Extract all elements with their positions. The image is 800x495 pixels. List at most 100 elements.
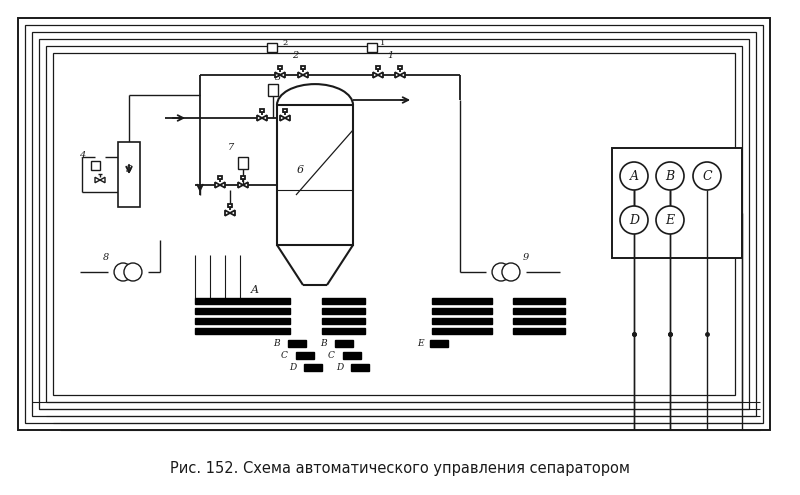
Text: D: D xyxy=(629,213,639,227)
Bar xyxy=(228,203,232,207)
Text: 1: 1 xyxy=(387,50,393,59)
Bar xyxy=(195,308,290,314)
Bar xyxy=(513,308,565,314)
Polygon shape xyxy=(373,72,378,78)
Text: C: C xyxy=(702,169,712,183)
Polygon shape xyxy=(378,72,383,78)
Polygon shape xyxy=(395,72,400,78)
Text: 4: 4 xyxy=(79,150,85,159)
Bar xyxy=(32,32,756,416)
Circle shape xyxy=(620,162,648,190)
Bar xyxy=(322,318,365,324)
Polygon shape xyxy=(238,182,243,188)
Bar xyxy=(304,364,322,371)
Polygon shape xyxy=(220,182,225,188)
Bar xyxy=(39,39,749,409)
Bar xyxy=(282,108,287,112)
Bar xyxy=(322,298,365,304)
Bar xyxy=(46,46,742,402)
Text: 7: 7 xyxy=(228,144,234,152)
Text: B: B xyxy=(320,339,327,347)
Bar xyxy=(367,43,377,51)
Bar xyxy=(351,364,369,371)
Bar xyxy=(513,318,565,324)
Bar xyxy=(18,18,770,430)
Text: Рис. 152. Схема автоматического управления сепаратором: Рис. 152. Схема автоматического управлен… xyxy=(170,460,630,476)
Text: C: C xyxy=(328,350,335,359)
Polygon shape xyxy=(303,72,308,78)
Text: 2: 2 xyxy=(282,39,288,47)
Bar xyxy=(218,176,222,179)
Bar xyxy=(376,65,380,69)
Polygon shape xyxy=(400,72,405,78)
Text: D: D xyxy=(289,362,296,372)
Text: C: C xyxy=(281,350,288,359)
Text: B: B xyxy=(666,169,674,183)
Text: 2: 2 xyxy=(292,50,298,59)
Text: 1: 1 xyxy=(380,39,386,47)
Bar xyxy=(238,157,248,169)
Polygon shape xyxy=(262,115,267,121)
Circle shape xyxy=(114,263,132,281)
Bar xyxy=(268,84,278,96)
Text: 3: 3 xyxy=(275,73,281,83)
Bar xyxy=(398,65,402,69)
Bar xyxy=(241,176,246,179)
Bar xyxy=(513,298,565,304)
Text: 6: 6 xyxy=(297,165,303,175)
Text: 9: 9 xyxy=(523,252,529,261)
Bar xyxy=(53,53,735,395)
Polygon shape xyxy=(230,210,235,216)
Bar xyxy=(260,108,264,112)
Bar xyxy=(195,328,290,334)
Bar xyxy=(612,148,742,258)
Bar xyxy=(267,43,277,51)
Bar xyxy=(277,105,353,245)
Text: A: A xyxy=(251,285,259,295)
Bar xyxy=(296,352,314,359)
Polygon shape xyxy=(280,72,285,78)
Bar xyxy=(432,298,492,304)
Polygon shape xyxy=(100,177,105,183)
Bar xyxy=(335,340,353,347)
Bar xyxy=(432,328,492,334)
Bar xyxy=(432,318,492,324)
Bar xyxy=(301,65,306,69)
Bar xyxy=(90,160,99,169)
Bar xyxy=(322,328,365,334)
Polygon shape xyxy=(215,182,220,188)
Polygon shape xyxy=(275,72,280,78)
Polygon shape xyxy=(243,182,248,188)
Circle shape xyxy=(656,162,684,190)
Bar xyxy=(278,65,282,69)
Circle shape xyxy=(502,263,520,281)
Bar xyxy=(343,352,361,359)
Bar xyxy=(195,318,290,324)
Circle shape xyxy=(492,263,510,281)
Bar xyxy=(195,298,290,304)
Polygon shape xyxy=(285,115,290,121)
Text: D: D xyxy=(336,362,343,372)
Text: A: A xyxy=(630,169,638,183)
Text: B: B xyxy=(274,339,280,347)
Text: 8: 8 xyxy=(103,252,109,261)
Circle shape xyxy=(693,162,721,190)
Bar xyxy=(322,308,365,314)
Bar xyxy=(432,308,492,314)
Polygon shape xyxy=(95,177,100,183)
Circle shape xyxy=(124,263,142,281)
Bar xyxy=(25,25,763,423)
Circle shape xyxy=(656,206,684,234)
Polygon shape xyxy=(257,115,262,121)
Circle shape xyxy=(620,206,648,234)
Text: E: E xyxy=(418,339,424,347)
Text: E: E xyxy=(666,213,674,227)
Bar xyxy=(430,340,448,347)
Text: 5: 5 xyxy=(126,165,132,174)
Bar xyxy=(513,328,565,334)
Polygon shape xyxy=(225,210,230,216)
Bar xyxy=(118,142,140,207)
Polygon shape xyxy=(280,115,285,121)
Bar xyxy=(288,340,306,347)
Polygon shape xyxy=(298,72,303,78)
